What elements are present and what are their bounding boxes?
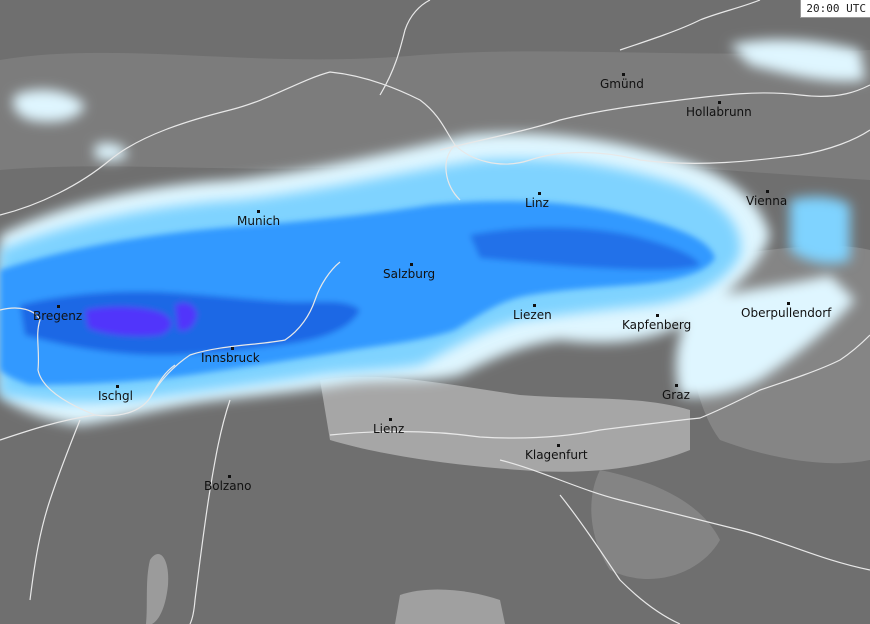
city-label-klagenfurt: Klagenfurt [525, 444, 588, 461]
city-marker [533, 304, 536, 307]
city-label-bregenz: Bregenz [33, 305, 82, 322]
city-label-liezen: Liezen [513, 304, 552, 321]
city-label-linz: Linz [525, 192, 549, 209]
po-plain-patch [395, 589, 505, 624]
city-marker [57, 305, 60, 308]
city-marker [231, 347, 234, 350]
city-marker [766, 190, 769, 193]
southeast-hills [591, 470, 720, 579]
city-label-ischgl: Ischgl [98, 385, 133, 402]
city-label-graz: Graz [662, 384, 690, 401]
city-marker [228, 475, 231, 478]
city-marker [257, 210, 260, 213]
city-marker [656, 314, 659, 317]
city-label-oberpullendorf: Oberpullendorf [741, 302, 831, 319]
city-marker [116, 385, 119, 388]
city-marker [622, 73, 625, 76]
city-label-kapfenberg: Kapfenberg [622, 314, 691, 331]
drau-valley [320, 376, 690, 472]
city-label-gmund: Gmünd [600, 73, 644, 90]
city-label-bolzano: Bolzano [204, 475, 252, 492]
city-marker [557, 444, 560, 447]
city-label-munich: Munich [237, 210, 280, 227]
lake-garda [146, 554, 169, 624]
precipitation-heavy [0, 201, 715, 385]
city-marker [410, 263, 413, 266]
city-marker [675, 384, 678, 387]
city-label-vienna: Vienna [746, 190, 787, 207]
city-label-salzburg: Salzburg [383, 263, 435, 280]
city-marker [389, 418, 392, 421]
city-marker [787, 302, 790, 305]
city-marker [538, 192, 541, 195]
city-label-innsbruck: Innsbruck [201, 347, 260, 364]
timestamp-badge: 20:00 UTC [800, 0, 870, 18]
city-label-hollabrunn: Hollabrunn [686, 101, 752, 118]
city-label-lienz: Lienz [373, 418, 404, 435]
city-marker [718, 101, 721, 104]
